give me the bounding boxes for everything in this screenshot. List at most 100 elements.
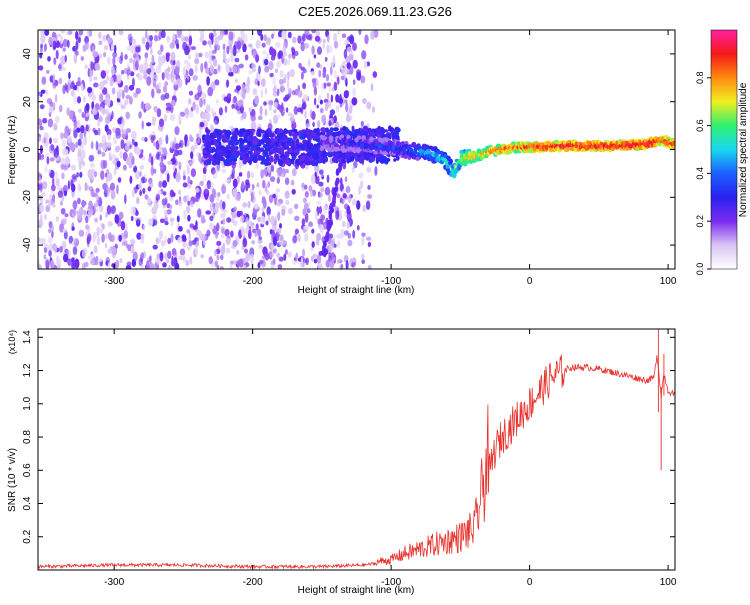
spectrogram-cell [269,142,273,146]
spectrogram-cell [233,206,237,212]
spectrogram-cell [197,84,202,94]
spectrogram-cell [203,174,207,182]
spectrogram-cell [151,116,157,123]
spectrogram-cell [66,107,70,116]
spectrogram-cell [290,142,295,147]
spectrogram-cell [252,49,257,59]
spectrogram-cell [122,164,127,171]
spectrogram-cell [329,130,333,136]
spectrogram-cell [322,71,326,78]
spectrogram-cell [231,162,237,165]
spectrogram-cell [370,83,374,92]
spectrogram-cell [311,111,316,120]
spectrogram-cell [330,62,334,67]
spectrogram-cell [157,146,164,153]
spectrogram-cell [345,102,349,113]
spectrogram-cell [70,89,75,97]
spectrogram-cell [187,214,191,222]
spectrogram-cell [165,102,172,108]
spectrogram-cell [39,214,43,223]
spectrogram-cell [131,188,135,198]
spectrogram-cell [128,84,135,91]
spectrogram-cell [140,264,144,269]
spectrogram-cell [372,71,378,78]
spectrogram-cell [66,129,70,135]
spectrogram-cell [161,198,167,206]
spectrogram-cell [38,152,42,160]
spectrogram-cell [241,83,245,91]
spectrogram-cell [128,161,133,169]
spectrogram-cell [305,161,310,166]
spectrogram-cell [83,209,87,216]
spectrogram-cell [99,81,105,91]
spectrogram-cell [77,155,81,164]
spectrogram-cell [54,115,60,124]
spectrogram-cell [272,258,276,265]
spectrogram-cell [352,42,357,51]
spectrogram-cell [114,145,120,153]
spectrogram-cell [159,251,164,262]
spectrogram-cell [177,200,183,207]
spectrogram-cell [233,96,237,104]
spectrogram-cell [69,110,74,120]
spectrogram-cell [158,60,162,69]
spectrogram-cell [250,172,255,178]
spectrogram-cell [120,128,125,133]
spectrogram-cell [120,220,126,231]
spectrogram-cell [293,129,298,133]
spectrogram-cell [280,173,284,178]
spectrogram-cell [165,134,169,145]
spectrogram-cell [323,249,328,256]
spectrogram-cell [247,201,251,209]
spectrogram-cell [232,240,238,247]
spectrogram-cell [313,54,317,59]
spectrogram-cell [164,252,168,260]
spectrogram-cell [138,182,143,190]
spectrogram-cell [164,235,167,245]
spectrogram-cell [326,174,330,183]
spectrogram-cell [329,109,336,116]
spectrogram-cell [107,262,111,269]
spectrogram-cell [324,186,331,196]
spectrogram-cell [118,234,122,242]
spectrogram-cell [153,142,157,147]
spectrogram-cell [316,62,321,68]
spectrogram-cell [190,200,194,208]
spectrogram-cell [195,187,200,193]
spectrogram-cell [284,249,288,255]
spectrogram-cell [63,190,68,197]
spectrogram-cell [48,36,53,46]
spectrogram-cell [67,258,72,267]
spectrogram-cell [99,228,104,234]
spectrogram-cell [208,56,213,66]
spectrogram-cell [120,139,125,150]
spectrogram-cell [160,44,164,52]
spectrogram-cell [78,108,82,113]
colorbar: 0.0 0.2 0.4 0.6 0.8 Normalized spectral ampl… [695,29,749,275]
spectrogram-cell [116,88,122,96]
spectrogram-cell [117,177,122,183]
spectrogram-cell [262,50,267,55]
spectrogram-cell [84,64,88,70]
spectrogram-cell [401,141,406,146]
colorbar-tick-label: 0.6 [695,119,705,132]
spectrogram-cell [347,239,353,247]
spectrogram-cell [235,78,238,83]
spectrogram-cell [382,156,388,163]
spectrogram-cell [53,57,57,65]
spectrogram-cell [134,141,138,147]
spectrogram-cell [99,257,103,263]
spectrogram-cell [346,221,350,229]
spectrogram-cell [345,77,348,87]
spectrogram-cell [316,233,322,241]
spectrogram-cell [52,203,56,208]
spectrogram-cell [320,149,327,157]
spectrogram-cell [207,40,212,45]
spectrogram-cell [275,228,282,235]
spectrogram-cell [671,145,675,150]
spectrogram-cell [246,222,250,228]
spectrogram-cell [101,134,107,145]
spectrogram-cell [153,34,158,42]
spectrogram-cell [242,43,247,53]
spectrogram-cell [275,68,279,74]
